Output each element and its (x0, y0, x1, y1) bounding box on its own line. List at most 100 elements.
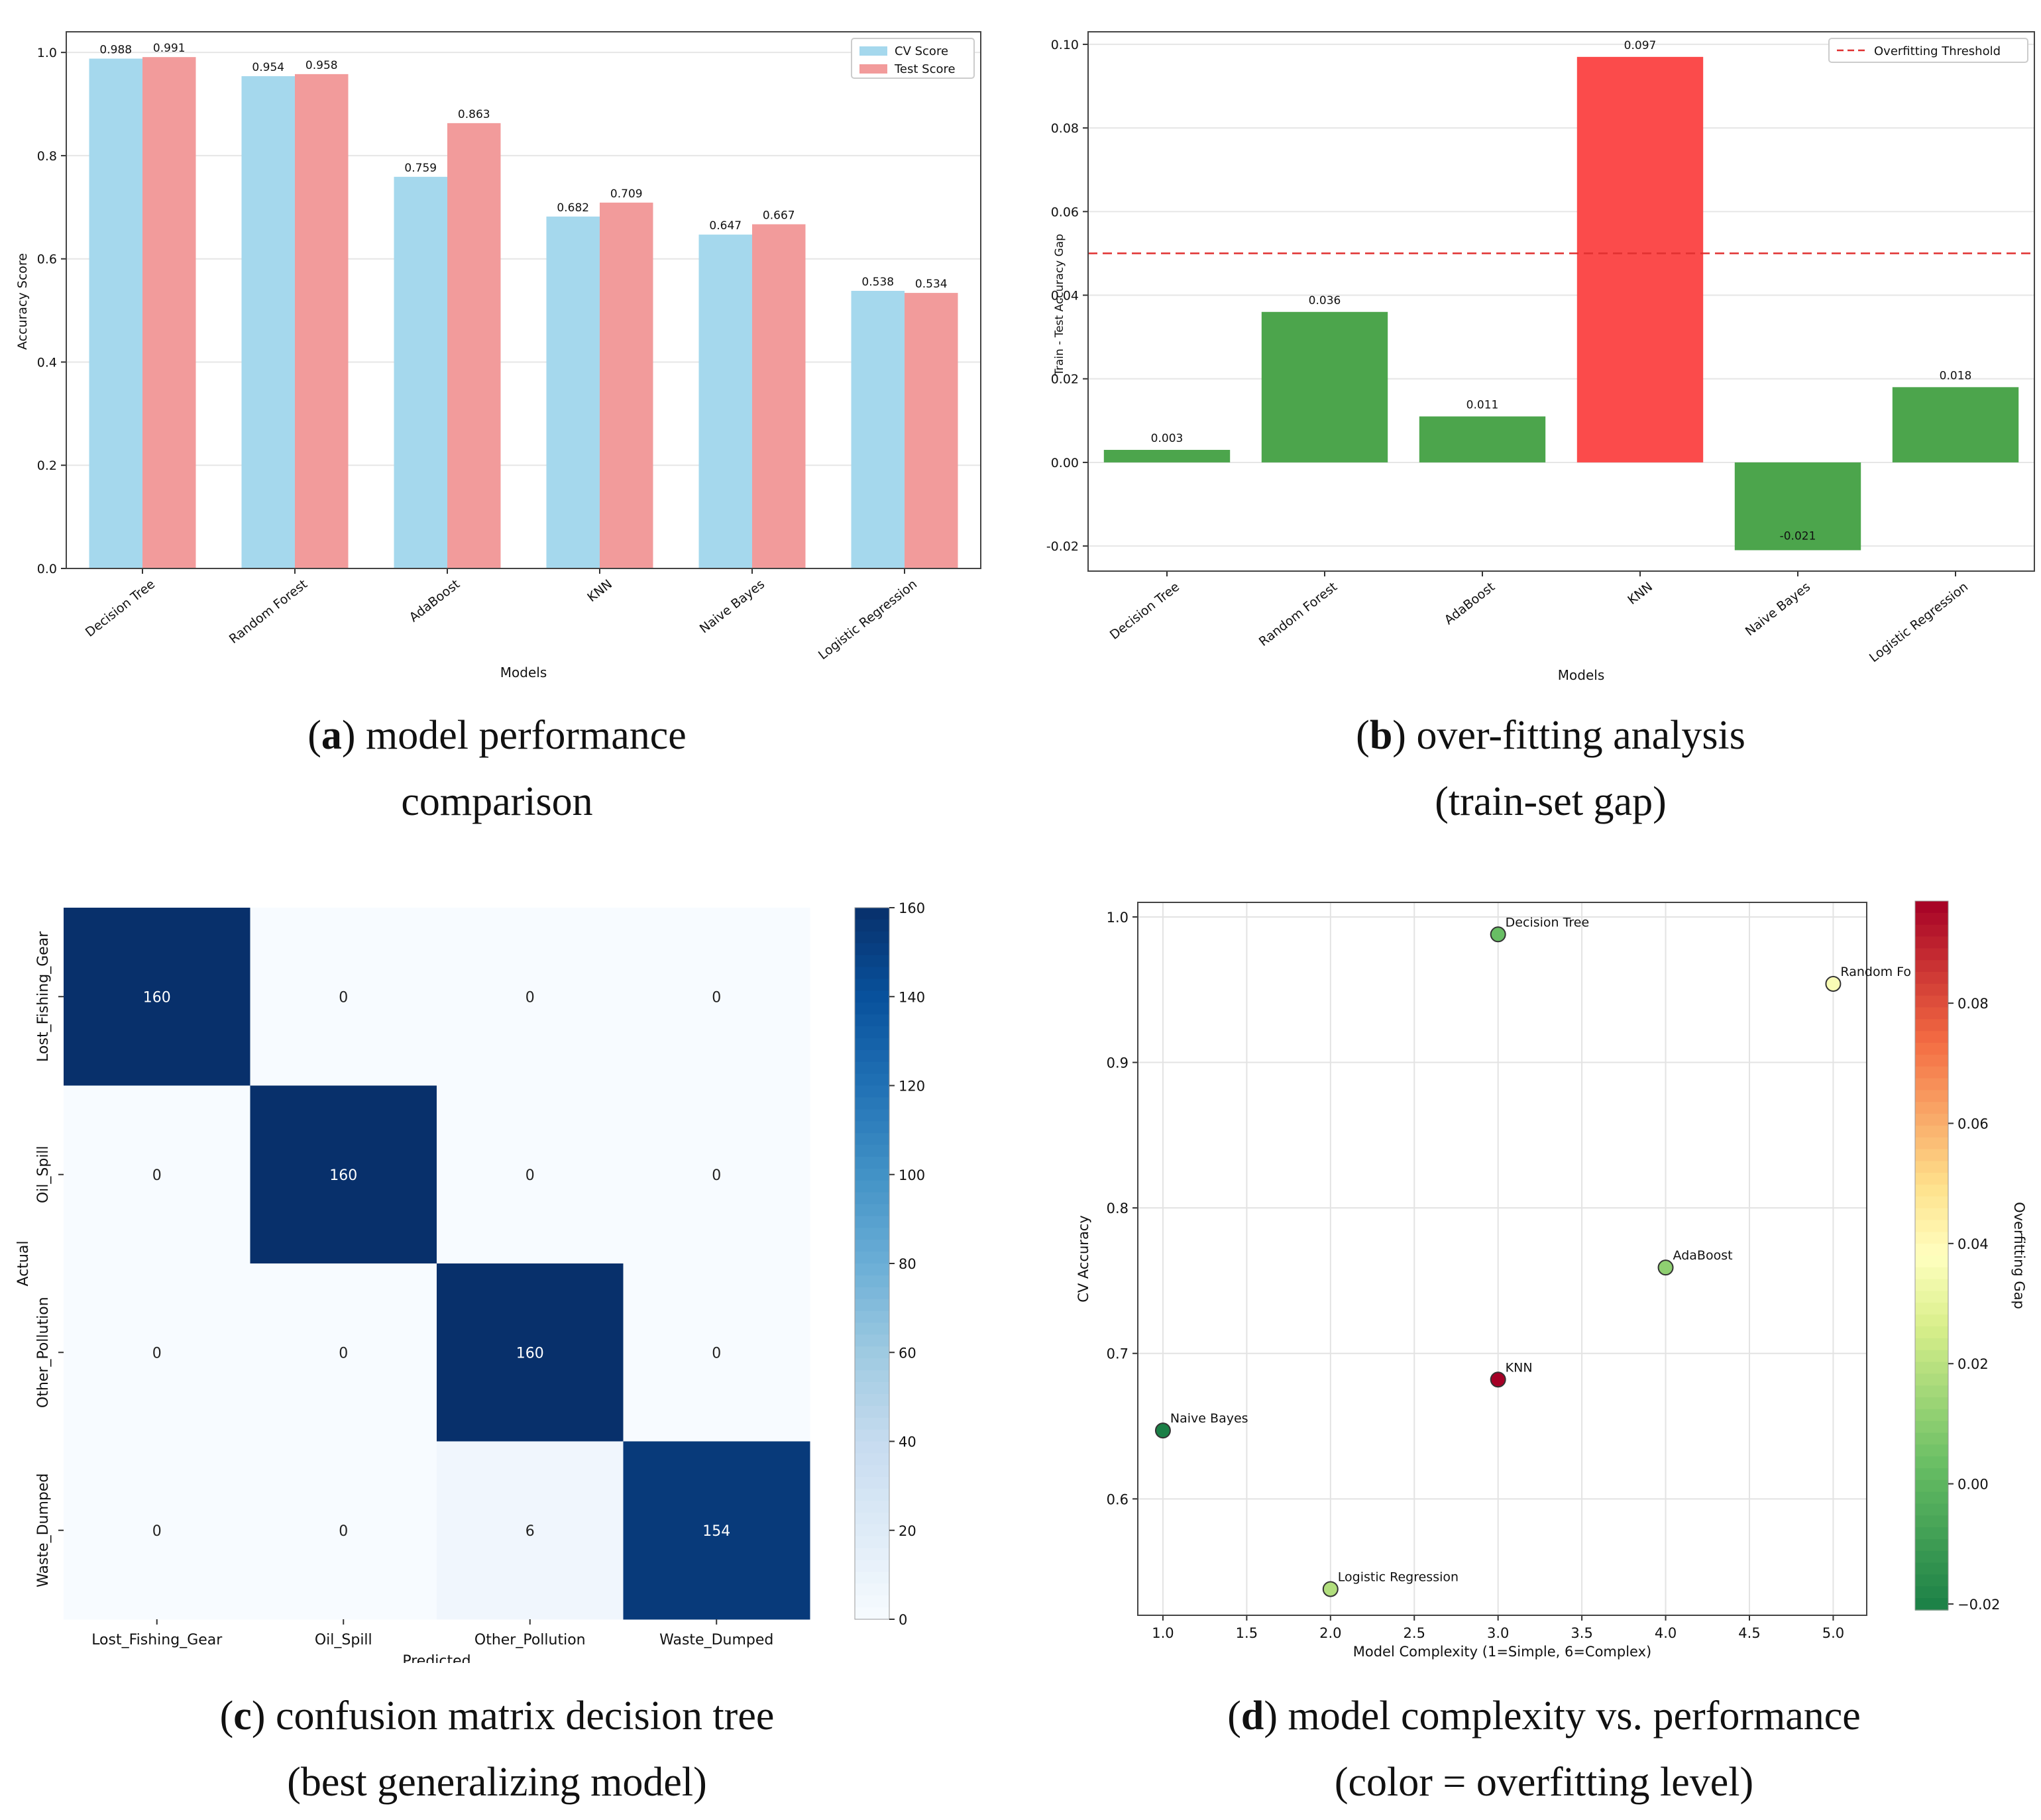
cell-oil-spill-other-pollution (437, 1085, 624, 1264)
y-tick-label: 0.00 (1051, 456, 1079, 470)
x-tick-label: 2.0 (1319, 1625, 1341, 1641)
cell-value: 160 (516, 1345, 544, 1362)
cell-lost-fishing-gear-other-pollution (437, 908, 624, 1086)
panel-b-chart: -0.02 0.00 0.02 0.04 0.06 0.08 0.10 0.003 Decisi… (1034, 0, 2041, 696)
x-tick-label: KNN (1625, 580, 1655, 608)
colorbar-tick-label: 60 (899, 1345, 916, 1361)
colorbar-segment (855, 1275, 889, 1288)
colorbar-segment (1915, 1338, 1948, 1351)
point-label-knn: KNN (1506, 1360, 1533, 1375)
point-naive-bayes (1154, 1422, 1171, 1439)
colorbar-segment (1915, 1196, 1948, 1209)
y-tick-label: Lost_Fishing_Gear (35, 931, 52, 1062)
x-tick-label: AdaBoost (407, 577, 463, 625)
y-tick-label: 0.9 (1107, 1055, 1129, 1071)
colorbar-segment (855, 1156, 889, 1169)
colorbar-segment (1915, 1137, 1948, 1150)
colorbar-segment (1915, 1420, 1948, 1434)
x-tick-label: Waste_Dumped (659, 1632, 773, 1648)
colorbar-segment (1915, 1456, 1948, 1469)
colorbar-segment (1915, 983, 1948, 996)
colorbar-tick-label: 0.00 (1958, 1477, 1989, 1493)
data-label: 0.003 (1151, 432, 1184, 445)
colorbar-segment (1915, 948, 1948, 961)
y-tick-label: 0.4 (37, 355, 57, 370)
colorbar-segment (855, 1512, 889, 1525)
bar-naive-bayes (1734, 462, 1861, 551)
cell-other-pollution-other-pollution (437, 1263, 624, 1442)
caption-a-line2: comparison (401, 779, 593, 824)
bar-random-forest (1261, 311, 1388, 462)
colorbar-segment (855, 1548, 889, 1561)
colorbar-segment (855, 1560, 889, 1573)
colorbar-tick-label: 0.06 (1958, 1116, 1989, 1132)
point-logistic-regression (1322, 1581, 1339, 1597)
data-label: 0.709 (610, 187, 643, 201)
bar-knn (1576, 56, 1704, 462)
colorbar-segment (855, 1536, 889, 1549)
cell-other-pollution-oil-spill (250, 1263, 437, 1442)
bar-cv-score-knn (546, 216, 600, 569)
bar-cv-score-random-forest (241, 76, 295, 568)
x-tick-label: Other_Pollution (474, 1632, 586, 1648)
point-decision-tree (1490, 926, 1506, 943)
cell-waste-dumped-lost-fishing-gear (64, 1441, 250, 1620)
plot-frame (66, 31, 981, 569)
colorbar-segment (855, 1334, 889, 1348)
point-label-naive-bayes: Naive Bayes (1170, 1411, 1248, 1426)
cell-value: 160 (143, 989, 171, 1006)
colorbar-tick-label: 0.08 (1958, 996, 1989, 1012)
cell-value: 6 (525, 1523, 535, 1540)
colorbar-segment (855, 1180, 889, 1193)
colorbar-segment (1915, 1373, 1948, 1386)
bar-test-score-adaboost (447, 123, 501, 568)
data-label: 0.759 (404, 162, 437, 175)
panel-d-chart: 1.0 1.5 2.0 2.5 3.0 3.5 4.0 4.5 5.0 0.6 0.7 0.8 0.9 1… (1034, 881, 2041, 1663)
colorbar-segment (1915, 1539, 1948, 1552)
colorbar-segment (855, 1145, 889, 1157)
colorbar-segment (1915, 1479, 1948, 1493)
colorbar-segment (1915, 912, 1948, 926)
colorbar-segment (855, 1477, 889, 1489)
bar-logistic-regression (1892, 387, 2019, 462)
colorbar-segment (855, 967, 889, 980)
x-tick-label: Logistic Regression (816, 577, 920, 663)
colorbar-segment (855, 1595, 889, 1608)
colorbar-segment (855, 1240, 889, 1252)
data-label: 0.097 (1624, 39, 1657, 52)
x-tick-label: 1.5 (1236, 1625, 1258, 1641)
colorbar-segment (1915, 1090, 1948, 1102)
y-tick-label: 0.06 (1051, 205, 1079, 219)
colorbar-tick-label: 20 (899, 1523, 916, 1539)
bar-test-score-random-forest (295, 74, 349, 569)
cell-other-pollution-lost-fishing-gear (64, 1263, 250, 1442)
cell-other-pollution-waste-dumped (623, 1263, 810, 1442)
colorbar-segment (1915, 1385, 1948, 1398)
colorbar-segment (855, 1299, 889, 1312)
y-tick-label: Waste_Dumped (35, 1473, 52, 1587)
colorbar-segment (855, 1358, 889, 1371)
caption-a: (a) model performance comparison (307, 713, 687, 824)
colorbar-frame (1914, 900, 1949, 1611)
caption-d: (d) model complexity vs. performance (co… (1227, 1693, 1861, 1805)
colorbar-segment (855, 1311, 889, 1324)
x-tick-label: 2.5 (1404, 1625, 1425, 1641)
colorbar-segment (855, 1204, 889, 1217)
colorbar-segment (1915, 1267, 1948, 1280)
colorbar-segment (1915, 1208, 1948, 1221)
colorbar-segment (855, 1489, 889, 1501)
colorbar-segment (1915, 1279, 1948, 1292)
data-label: 0.667 (763, 209, 795, 223)
colorbar-segment (1915, 1303, 1948, 1315)
panel-a-chart: 0.0 0.2 0.4 0.6 0.8 1.0 0.988 0.991 Decision Tre… (0, 0, 1007, 696)
caption-d-line2: (color = overfitting level) (1334, 1760, 1754, 1805)
colorbar-segment (855, 1038, 889, 1051)
colorbar-tick-label: 160 (899, 900, 925, 916)
plot-frame (1137, 902, 1867, 1616)
x-axis-label: Model Complexity (1=Simple, 6=Complex) (1353, 1644, 1651, 1660)
bar-cv-score-decision-tree (89, 58, 142, 568)
y-axis-label: CV Accuracy (1076, 1215, 1091, 1303)
colorbar-segment (1915, 1444, 1948, 1457)
colorbar-segment (855, 1393, 889, 1407)
colorbar-segment (855, 1073, 889, 1087)
